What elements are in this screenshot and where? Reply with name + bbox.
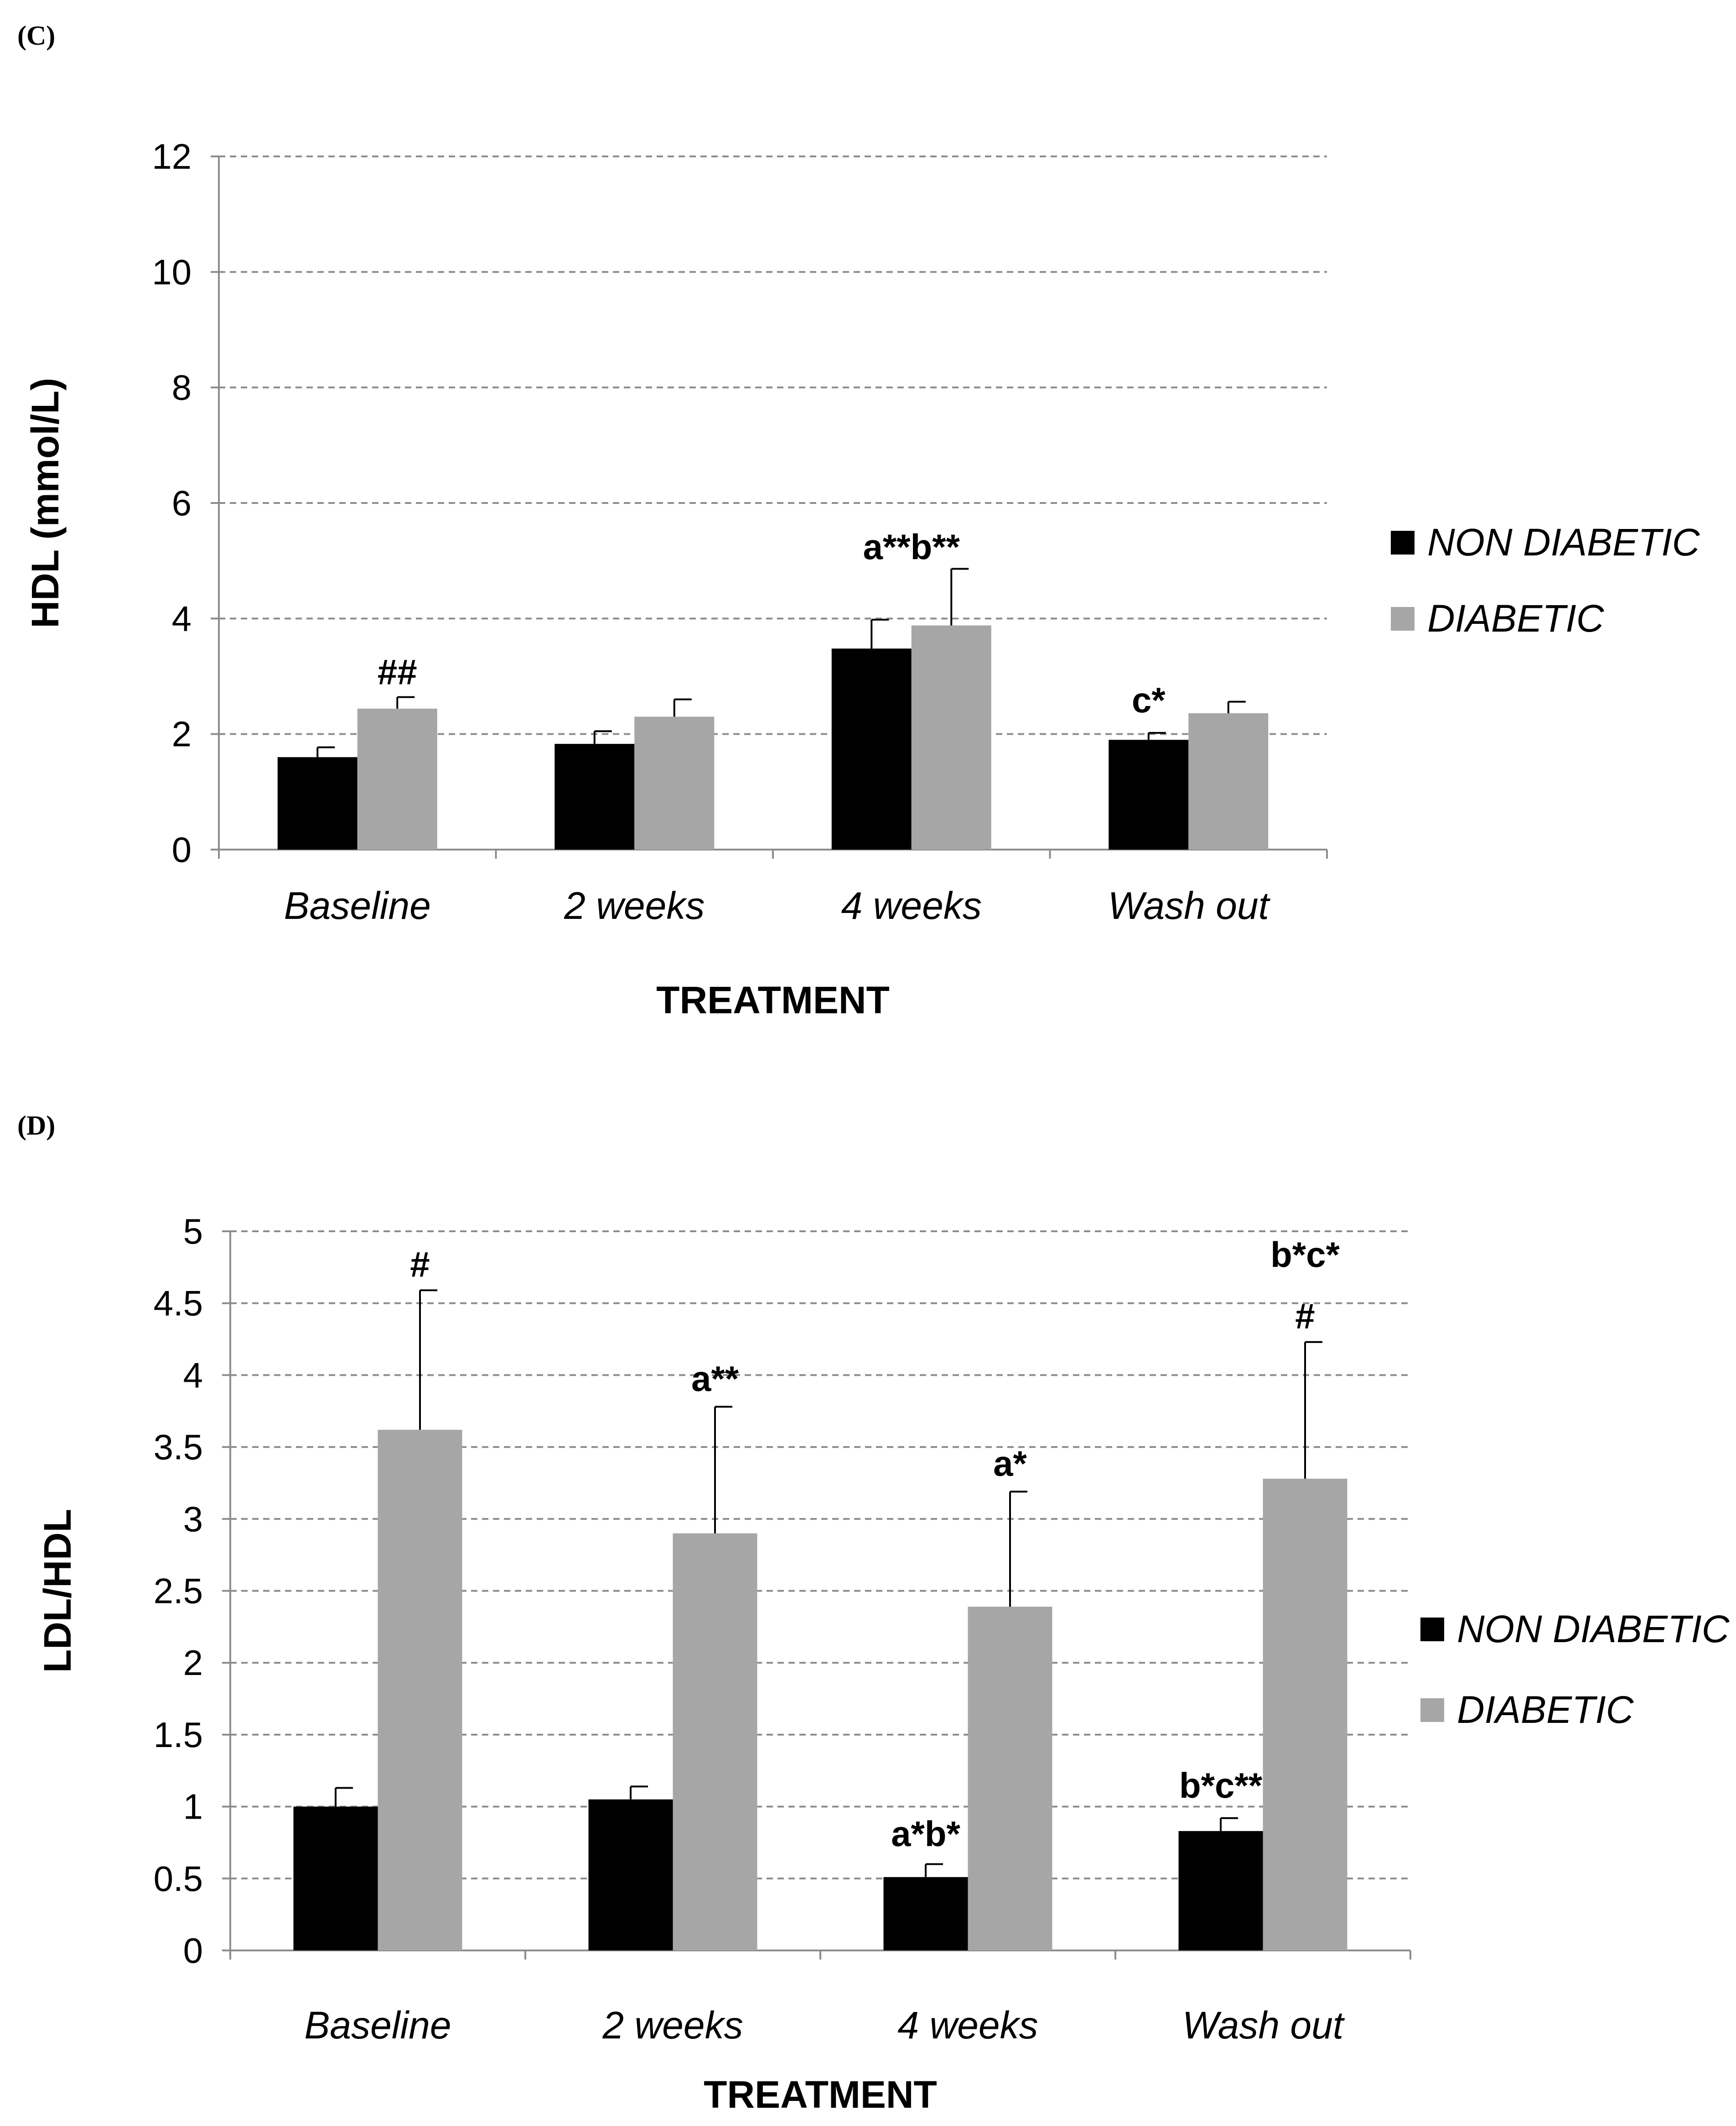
bar-diabetic-wash-out	[1188, 713, 1269, 850]
y-tick-label-0-5: 0.5	[154, 1858, 203, 1898]
bar-diabetic-2-weeks	[634, 716, 715, 850]
y-tick-label-0: 0	[172, 830, 192, 870]
panel-d-label: (D)	[17, 1110, 55, 1141]
legend-label-non-diabetic: NON DIABETIC	[1427, 521, 1700, 564]
bar-non-diabetic-2-weeks	[588, 1799, 673, 1950]
significance-annotation: b*c*	[1270, 1234, 1340, 1275]
y-tick-label-5: 5	[183, 1211, 203, 1251]
panel-c-annotations: ## a**b** c*	[378, 527, 1166, 720]
category-label-2-weeks: 2 weeks	[564, 884, 705, 927]
panel-d-annotations: # a** a* a*b* b*c** # b*c*	[410, 1234, 1340, 1854]
legend-swatch-diabetic	[1420, 1698, 1444, 1722]
bar-non-diabetic-baseline	[293, 1806, 378, 1950]
bar-diabetic-wash-out	[1263, 1478, 1347, 1950]
panel-c-legend: NON DIABETIC DIABETIC	[1391, 521, 1700, 640]
y-tick-label-1-5: 1.5	[154, 1715, 203, 1755]
panel-c-x-axis-label: TREATMENT	[656, 979, 890, 1022]
panel-d-error-bars	[335, 1289, 1322, 1877]
category-label-wash-out: Wash out	[1108, 884, 1271, 927]
y-tick-label-2-5: 2.5	[154, 1571, 203, 1611]
panel-c-chart: (C) 0 2 4 6 8 10 12 ## a**b** c* Baseline 2 weeks…	[17, 21, 1700, 1022]
legend-swatch-non-diabetic	[1391, 531, 1415, 555]
significance-annotation: a**	[691, 1359, 739, 1399]
legend-label-diabetic: DIABETIC	[1457, 1688, 1634, 1731]
y-tick-label-4: 4	[172, 598, 192, 638]
y-tick-label-4: 4	[183, 1355, 203, 1395]
panel-d-legend: NON DIABETIC DIABETIC	[1420, 1607, 1730, 1731]
bar-non-diabetic-wash-out	[1109, 740, 1189, 850]
bar-non-diabetic-baseline	[277, 757, 358, 850]
y-tick-label-2: 2	[183, 1643, 203, 1683]
panel-d-y-axis-label: LDL/HDL	[36, 1509, 79, 1673]
panel-d-chart: (D) 0 0.5 1 1.5 2 2.5 3 3.5 4 4.5 5 # a** a* a*b* b*c*…	[17, 1110, 1730, 2116]
significance-annotation: a*	[993, 1443, 1027, 1483]
bar-non-diabetic-4-weeks	[883, 1877, 968, 1950]
category-label-4-weeks: 4 weeks	[841, 884, 982, 927]
category-label-wash-out: Wash out	[1182, 2004, 1345, 2047]
significance-annotation: b*c**	[1179, 1765, 1263, 1805]
significance-annotation: c*	[1132, 680, 1166, 720]
panel-d-bars	[293, 1430, 1347, 1950]
significance-annotation: a*b*	[891, 1814, 960, 1854]
panel-c-y-tick-labels: 0 2 4 6 8 10 12	[152, 136, 192, 870]
bar-non-diabetic-2-weeks	[554, 744, 635, 850]
panel-d-category-labels: Baseline 2 weeks 4 weeks Wash out	[304, 2004, 1345, 2047]
bar-diabetic-4-weeks	[911, 625, 991, 850]
bar-non-diabetic-wash-out	[1178, 1831, 1263, 1950]
significance-annotation: #	[410, 1244, 430, 1284]
bar-diabetic-2-weeks	[673, 1533, 757, 1950]
y-tick-label-2: 2	[172, 714, 192, 754]
bar-diabetic-4-weeks	[968, 1607, 1052, 1950]
y-tick-label-1: 1	[183, 1787, 203, 1827]
significance-annotation: ##	[378, 652, 417, 692]
y-tick-label-4-5: 4.5	[154, 1283, 203, 1323]
y-tick-label-3-5: 3.5	[154, 1427, 203, 1467]
category-label-4-weeks: 4 weeks	[897, 2004, 1038, 2047]
category-label-2-weeks: 2 weeks	[602, 2004, 743, 2047]
bar-diabetic-baseline	[378, 1430, 462, 1950]
panel-c-bars	[277, 625, 1269, 850]
significance-annotation: a**b**	[863, 527, 960, 567]
bar-diabetic-baseline	[357, 708, 437, 850]
y-tick-label-12: 12	[152, 136, 192, 176]
legend-swatch-diabetic	[1391, 607, 1415, 631]
panel-c-category-labels: Baseline 2 weeks 4 weeks Wash out	[284, 884, 1271, 927]
category-label-baseline: Baseline	[304, 2004, 451, 2047]
bar-non-diabetic-4-weeks	[831, 648, 912, 850]
panel-d-x-axis-label: TREATMENT	[704, 2073, 937, 2116]
y-tick-label-3: 3	[183, 1499, 203, 1539]
category-label-baseline: Baseline	[284, 884, 431, 927]
panel-c-gridlines	[219, 156, 1327, 735]
panel-c-y-axis-label: HDL (mmol/L)	[24, 378, 67, 628]
significance-annotation: #	[1295, 1296, 1315, 1336]
panel-d-y-tick-labels: 0 0.5 1 1.5 2 2.5 3 3.5 4 4.5 5	[154, 1211, 203, 1970]
y-tick-label-0: 0	[183, 1930, 203, 1970]
legend-label-diabetic: DIABETIC	[1427, 597, 1605, 640]
y-tick-label-10: 10	[152, 252, 192, 292]
y-tick-label-6: 6	[172, 483, 192, 523]
y-tick-label-8: 8	[172, 368, 192, 408]
legend-swatch-non-diabetic	[1420, 1618, 1444, 1641]
panel-c-label: (C)	[17, 21, 55, 51]
panel-c-error-bars	[316, 568, 1246, 757]
legend-label-non-diabetic: NON DIABETIC	[1457, 1607, 1730, 1650]
